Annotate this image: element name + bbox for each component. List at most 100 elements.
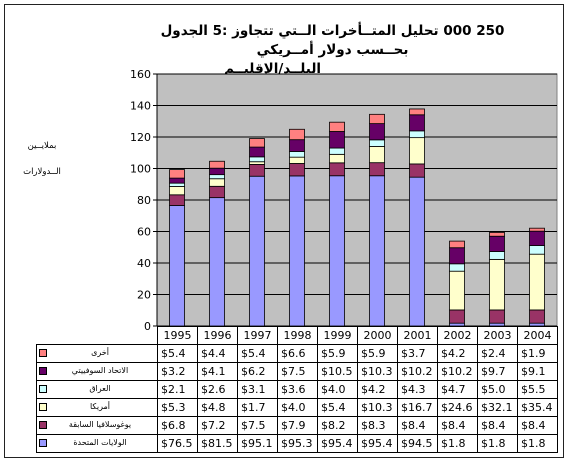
data-cell: $9.1 [517,362,558,381]
y-axis-label-line-1: بملايــين [27,141,57,151]
x-tick-label: 2001 [397,326,438,345]
data-cell: $8.3 [357,416,398,435]
legend-label: الاتحاد السوفييتي [71,366,129,376]
data-cell: $8.4 [397,416,438,435]
data-cell: $4.1 [197,362,238,381]
data-cell: $5.4 [317,398,358,417]
bar-segment [369,146,385,164]
data-cell: $95.4 [317,434,358,453]
bar-segment [329,121,345,132]
bar-segment [289,175,305,327]
x-tick-label: 2002 [437,326,478,345]
bar-segment [529,227,545,232]
legend-entry: الاتحاد السوفييتي [36,362,158,381]
data-cell: $4.2 [437,344,478,363]
table-corner [36,326,158,345]
legend-label: يوغوسلافيا السابقة [68,420,132,430]
bar-segment [209,174,225,180]
data-cell: $95.4 [357,434,398,453]
bar-segment [409,114,425,132]
data-cell: $4.8 [197,398,238,417]
data-cell: $95.1 [237,434,278,453]
data-cell: $8.2 [317,416,358,435]
bar-segment [249,138,265,148]
data-cell: $4.7 [437,380,478,399]
y-tick-label: 120 [130,131,151,144]
data-cell: $1.9 [517,344,558,363]
legend-label: أخرى [91,348,109,358]
legend-swatch [39,403,47,412]
bar-segment [289,139,305,152]
bar-segment [529,245,545,255]
bar-segment [489,235,505,252]
data-cell: $10.3 [357,398,398,417]
legend-entry: أخرى [36,344,158,363]
bar-segment [489,258,505,311]
data-cell: $3.6 [277,380,318,399]
data-cell: $5.3 [157,398,198,417]
y-tick-label: 140 [130,100,151,113]
legend-entry: الولايات المتحدة [36,434,158,453]
data-cell: $5.9 [357,344,398,363]
data-cell: $35.4 [517,398,558,417]
bar-segment [169,177,185,184]
bar-segment [489,251,505,260]
table-row: الاتحاد السوفييتي $3.2 $4.1 $6.2 $7.5 $10.5 $1… [36,362,558,381]
bar-segment [369,113,385,125]
data-cell: $2.6 [197,380,238,399]
bar-segment [449,263,465,272]
bar-segment [249,164,265,177]
legend-label: العراق [89,384,111,394]
data-cell: $4.4 [197,344,238,363]
data-cell: $10.2 [437,362,478,381]
bar-segment [169,194,185,206]
bar-segment [529,309,545,324]
data-cell: $5.0 [477,380,518,399]
bar-segment [529,253,545,311]
bar-segment [209,178,225,187]
table-header-row: 1995 1996 1997 1998 1999 2000 2001 2002 2003 2004 [36,326,558,345]
data-cell: $9.7 [477,362,518,381]
bar-segment [209,160,225,169]
data-cell: $10.2 [397,362,438,381]
data-cell: $2.1 [157,380,198,399]
data-cell: $1.8 [437,434,478,453]
data-cell: $8.4 [517,416,558,435]
data-cell: $5.4 [157,344,198,363]
bar-segment [369,139,385,147]
data-cell: $7.5 [277,362,318,381]
x-tick-label: 1995 [157,326,198,345]
bar-segment [449,240,465,249]
x-tick-label: 1996 [197,326,238,345]
bar-segment [169,205,185,327]
y-tick-label: 80 [137,194,151,207]
bar-segment [249,146,265,158]
data-cell: $5.4 [237,344,278,363]
bar-segment [369,123,385,141]
bar-segment [209,197,225,327]
data-cell: $4.0 [277,398,318,417]
bar-segment [449,309,465,324]
bar-segment [169,186,185,196]
table-row: العراق $2.1 $2.6 $3.1 $3.6 $4.0 $4.2 $4.3 $4.7 $5… [36,380,558,399]
legend-swatch [39,439,47,448]
data-cell: $8.4 [437,416,478,435]
y-tick-label: 40 [137,257,151,270]
bar-segment [409,137,425,165]
data-table: 1995 1996 1997 1998 1999 2000 2001 2002 2003 2004… [36,326,558,453]
bar-segment [529,230,545,246]
bar-segment [289,156,305,164]
data-cell: $2.4 [477,344,518,363]
x-tick-label: 2003 [477,326,518,345]
legend-entry: العراق [36,380,158,399]
data-cell: $7.9 [277,416,318,435]
y-tick-label: 160 [130,68,151,81]
data-cell: $10.5 [317,362,358,381]
bar-segment [369,175,385,327]
bar-segment [329,153,345,164]
chart-title: 250 000 تحليل المتــأخرات الــتي تتجاوز … [150,22,515,79]
title-line-1: 250 000 تحليل المتــأخرات الــتي تتجاوز … [160,23,505,39]
data-cell: $81.5 [197,434,238,453]
legend-entry: أمريكا [36,398,158,417]
x-tick-label: 2000 [357,326,398,345]
